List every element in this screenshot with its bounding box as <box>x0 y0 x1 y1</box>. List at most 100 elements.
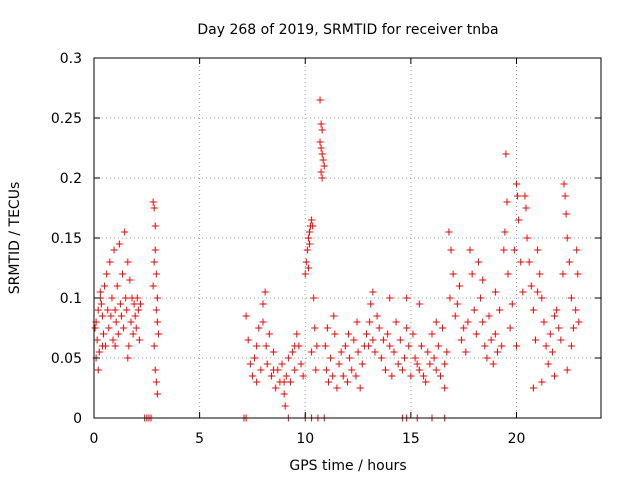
data-point <box>259 300 267 308</box>
data-point <box>529 306 537 314</box>
data-point <box>291 366 299 374</box>
data-point <box>350 336 358 344</box>
data-point <box>466 246 474 254</box>
data-point <box>278 360 286 368</box>
data-point <box>348 366 356 374</box>
data-point <box>551 372 559 380</box>
data-point <box>411 354 419 362</box>
data-point <box>303 246 311 254</box>
data-point <box>358 360 366 368</box>
data-point <box>462 348 470 356</box>
data-point <box>546 330 554 338</box>
data-point <box>538 378 546 386</box>
data-point <box>390 348 398 356</box>
data-point <box>153 390 161 398</box>
data-point <box>451 312 459 320</box>
data-point <box>317 168 325 176</box>
data-point <box>557 336 565 344</box>
data-point <box>534 246 542 254</box>
data-point <box>129 330 137 338</box>
data-point <box>110 246 118 254</box>
data-point <box>534 288 542 296</box>
data-point <box>123 306 131 314</box>
data-point <box>93 336 101 344</box>
data-point <box>132 324 140 332</box>
data-point <box>352 372 360 380</box>
data-point <box>398 366 406 374</box>
data-point <box>401 354 409 362</box>
data-point <box>375 324 383 332</box>
data-point <box>388 372 396 380</box>
data-point <box>280 378 288 386</box>
data-point <box>491 330 499 338</box>
data-point <box>472 330 480 338</box>
data-point <box>253 342 261 350</box>
data-point <box>508 300 516 308</box>
data-point <box>106 258 114 266</box>
data-point <box>365 342 373 350</box>
data-points <box>91 96 583 422</box>
y-tick-label: 0.2 <box>60 171 82 187</box>
data-point <box>548 348 556 356</box>
data-point <box>94 366 102 374</box>
data-point <box>344 378 351 386</box>
data-point <box>152 306 160 314</box>
data-point <box>519 288 527 296</box>
data-point <box>318 174 326 182</box>
data-point <box>424 348 432 356</box>
data-point <box>329 372 337 380</box>
y-tick-label: 0.3 <box>60 51 82 67</box>
data-point <box>468 270 476 278</box>
data-point <box>477 294 485 302</box>
data-point <box>114 330 122 338</box>
data-point <box>396 336 404 344</box>
data-point <box>112 318 120 326</box>
y-axis-label: SRMTID / TECUs <box>7 182 23 295</box>
data-point <box>291 342 299 350</box>
data-point <box>125 342 133 350</box>
data-point <box>152 270 160 278</box>
data-point <box>369 336 377 344</box>
data-point <box>115 240 123 248</box>
x-tick-labels: 0 5 10 15 20 <box>90 431 526 447</box>
data-point <box>97 300 105 308</box>
y-tick-label: 0.05 <box>51 351 82 367</box>
data-point <box>386 342 394 350</box>
data-point <box>483 354 491 362</box>
data-point <box>121 228 129 236</box>
data-point <box>91 324 99 332</box>
data-point <box>405 342 413 350</box>
data-point <box>100 330 108 338</box>
data-point <box>354 348 362 356</box>
data-point <box>560 180 568 188</box>
data-point <box>149 282 157 290</box>
data-point <box>311 324 319 332</box>
x-tick-label: 15 <box>402 431 420 447</box>
data-point <box>149 198 157 206</box>
data-point <box>474 258 482 266</box>
data-point <box>151 222 159 230</box>
data-point <box>377 354 385 362</box>
data-point <box>575 318 583 326</box>
y-tick-label: 0.15 <box>51 231 82 247</box>
data-point <box>113 282 121 290</box>
data-point <box>522 204 530 212</box>
data-point <box>573 246 581 254</box>
data-point <box>150 342 158 350</box>
data-point <box>443 348 451 356</box>
chart-title: Day 268 of 2019, SRMTID for receiver tnb… <box>197 22 498 38</box>
data-point <box>317 120 325 128</box>
data-point <box>98 312 106 320</box>
data-point <box>485 312 493 320</box>
data-point <box>316 138 324 146</box>
data-point <box>305 240 313 248</box>
data-point <box>415 300 423 308</box>
data-point <box>286 378 294 386</box>
data-point <box>563 234 571 242</box>
y-tick-label: 0.25 <box>51 111 82 127</box>
data-point <box>318 126 326 134</box>
data-point <box>487 336 495 344</box>
data-point <box>502 150 510 158</box>
data-point <box>95 348 103 356</box>
